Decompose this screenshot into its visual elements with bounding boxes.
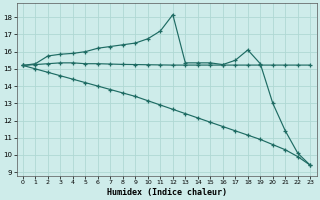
X-axis label: Humidex (Indice chaleur): Humidex (Indice chaleur) <box>107 188 227 197</box>
